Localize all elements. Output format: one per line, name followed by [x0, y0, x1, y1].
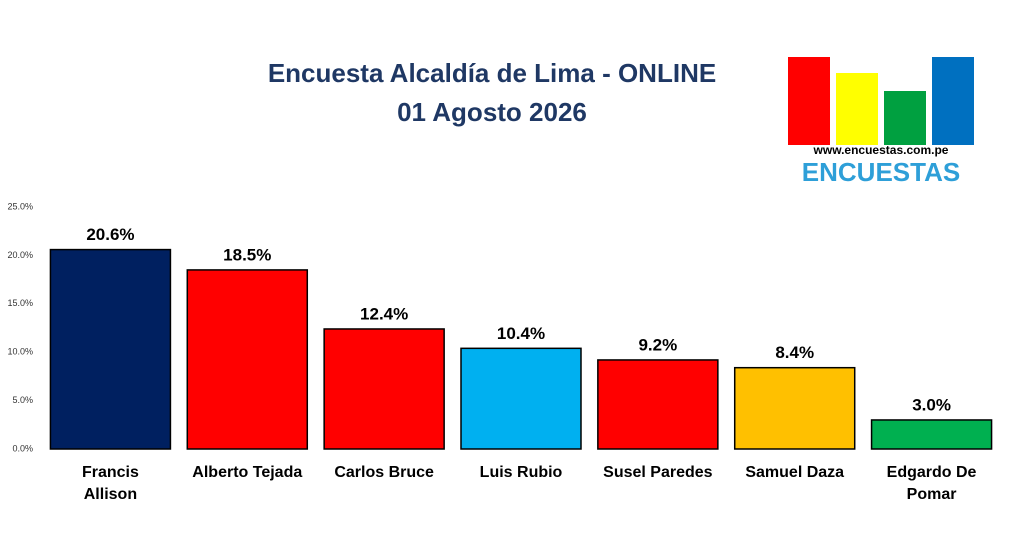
bar — [49, 248, 172, 450]
value-label: 3.0% — [912, 395, 951, 414]
logo-block — [836, 73, 878, 145]
x-tick-label: Luis Rubio — [479, 464, 563, 481]
y-tick-label: 20.0% — [7, 250, 33, 260]
value-label: 20.6% — [86, 225, 134, 244]
bar — [733, 366, 856, 450]
logo-url: www.encuestas.com.pe — [813, 143, 949, 157]
bar — [597, 359, 719, 450]
logo-block — [932, 57, 974, 145]
x-tick-label: Samuel Daza — [745, 464, 845, 481]
logo-name: ENCUESTAS — [802, 157, 960, 187]
y-tick-label: 5.0% — [12, 395, 33, 405]
x-tick-label: Carlos Bruce — [334, 464, 434, 481]
value-label: 12.4% — [360, 304, 408, 323]
logo: www.encuestas.com.pe ENCUESTAS — [788, 57, 974, 187]
y-tick-label: 0.0% — [12, 443, 33, 453]
value-label: 18.5% — [223, 245, 271, 264]
y-tick-label: 15.0% — [7, 298, 33, 308]
bar — [323, 328, 445, 450]
bar — [870, 419, 993, 450]
x-tick-label: Susel Paredes — [603, 464, 713, 481]
value-label: 9.2% — [638, 335, 677, 354]
bar — [460, 347, 582, 450]
bar — [186, 269, 309, 450]
chart-subtitle: 01 Agosto 2026 — [397, 97, 587, 127]
y-tick-label: 25.0% — [7, 201, 33, 211]
x-tick-label: Alberto Tejada — [192, 464, 303, 481]
y-tick-label: 10.0% — [7, 347, 33, 357]
value-label: 8.4% — [775, 343, 814, 362]
logo-block — [884, 91, 926, 145]
value-label: 10.4% — [497, 324, 545, 343]
chart-title: Encuesta Alcaldía de Lima - ONLINE — [268, 58, 716, 88]
logo-block — [788, 57, 830, 145]
x-tick-label: Edgardo De Pomar — [886, 464, 977, 503]
x-tick-label: Francis Allison — [81, 464, 139, 503]
